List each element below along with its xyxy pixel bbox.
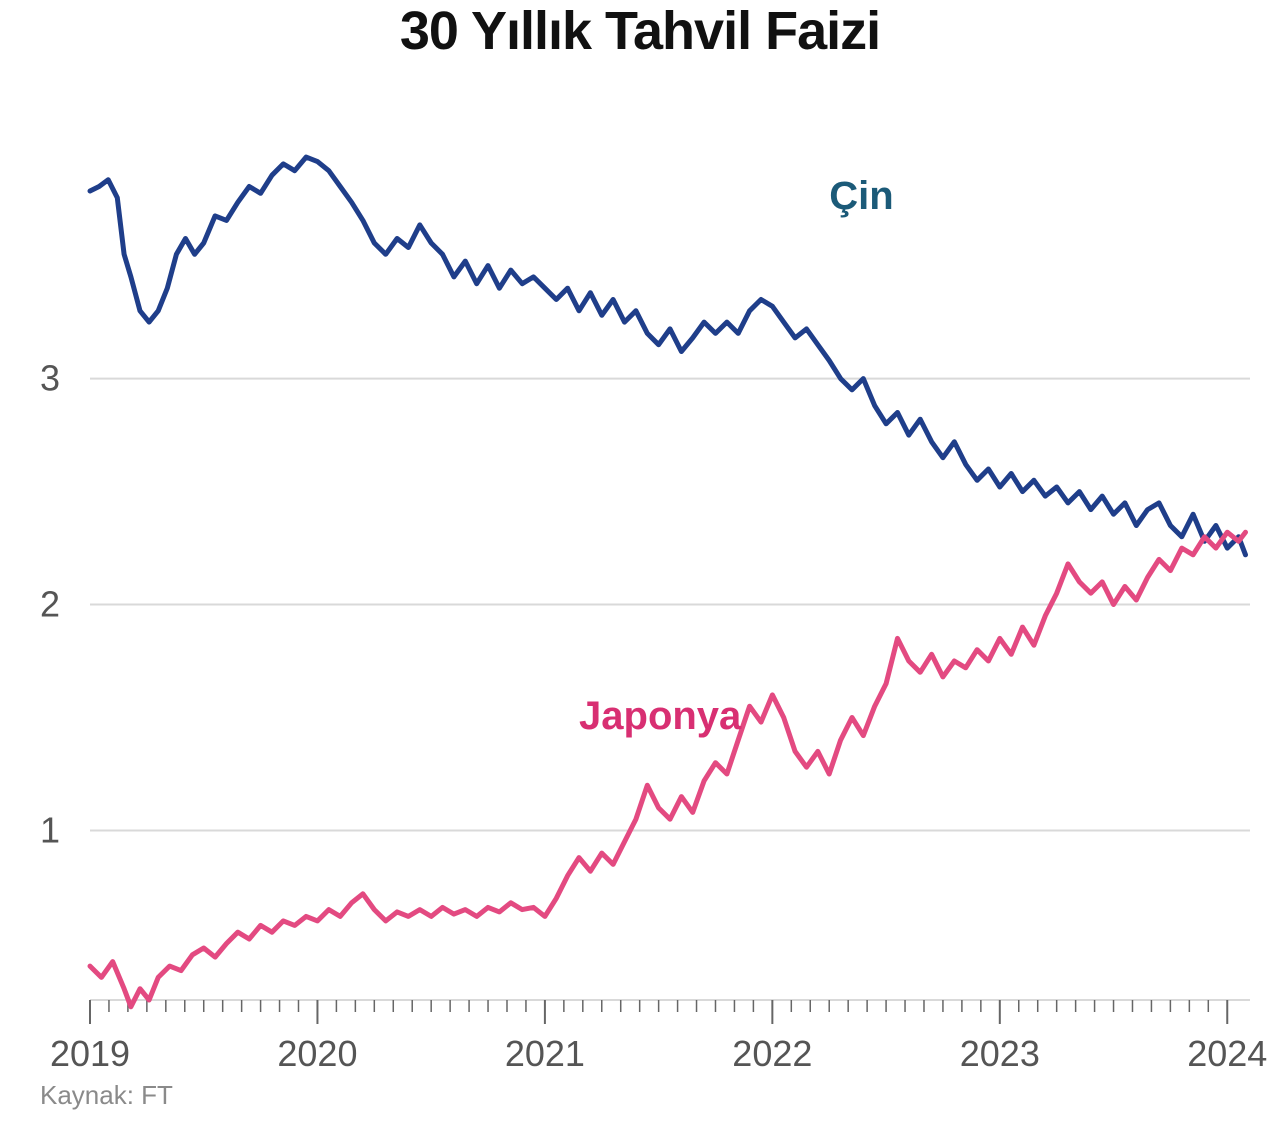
chart-title: 30 Yıllık Tahvil Faizi (0, 0, 1280, 62)
x-axis-label: 2022 (732, 1033, 812, 1074)
x-axis-label: 2019 (50, 1033, 130, 1074)
chart-svg: 1 2 3 2019 2020 2021 2022 2023 2024 Çin Japonya (0, 0, 1280, 1131)
series-line-china (90, 157, 1246, 555)
x-axis-label: 2024 (1187, 1033, 1267, 1074)
bond-yield-chart: 30 Yıllık Tahvil Faizi 1 2 3 2019 2020 2021 20… (0, 0, 1280, 1131)
chart-source: Kaynak: FT (40, 1080, 173, 1111)
x-axis-label: 2021 (505, 1033, 585, 1074)
series-label-japan: Japonya (579, 694, 742, 738)
series-line-japan (90, 532, 1246, 1007)
y-axis-label: 3 (40, 358, 60, 399)
y-axis-label: 1 (40, 810, 60, 851)
x-axis-label: 2023 (960, 1033, 1040, 1074)
series-label-china: Çin (829, 174, 893, 218)
y-axis-label: 2 (40, 584, 60, 625)
x-axis-label: 2020 (277, 1033, 357, 1074)
